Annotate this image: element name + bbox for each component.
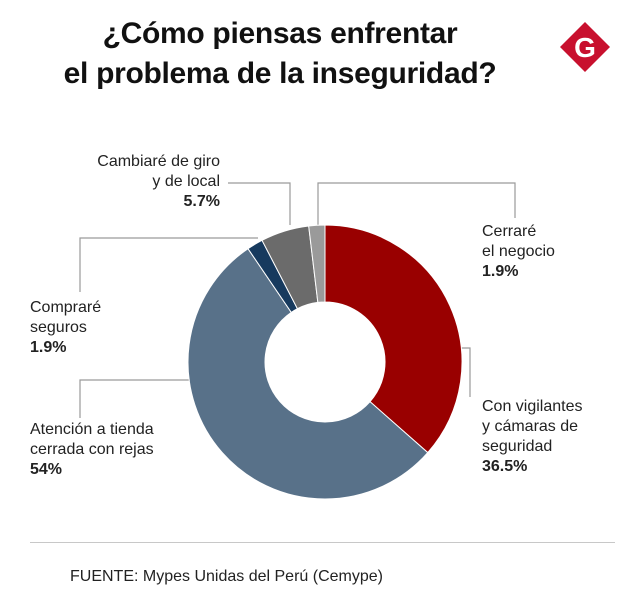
label-vigilantes-line3: seguridad bbox=[482, 438, 553, 455]
leader-lines bbox=[79, 182, 516, 418]
label-seguros-pct: 1.9% bbox=[30, 339, 67, 356]
label-atencion-line1: Atención a tienda bbox=[30, 421, 154, 438]
slice-cerrare bbox=[308, 224, 326, 303]
label-giro-pct: 5.7% bbox=[183, 193, 220, 210]
label-cerrare-pct: 1.9% bbox=[482, 263, 519, 280]
label-giro-line2: y de local bbox=[152, 173, 220, 190]
leader-atencion bbox=[79, 379, 210, 418]
label-vigilantes-pct: 36.5% bbox=[482, 458, 528, 475]
slice-atencion bbox=[187, 247, 429, 500]
donut-chart bbox=[79, 182, 516, 500]
leader-giro bbox=[228, 182, 291, 225]
logo-letter: G bbox=[574, 32, 596, 63]
leader-seguros bbox=[79, 237, 258, 292]
donut-slices bbox=[187, 224, 463, 500]
label-seguros-line1: Compraré bbox=[30, 299, 102, 316]
label-cerrare-line2: el negocio bbox=[482, 243, 555, 260]
label-vigilantes-line2: y cámaras de bbox=[482, 418, 579, 435]
brand-logo: G bbox=[560, 22, 610, 72]
title-line-2: el problema de la inseguridad? bbox=[63, 57, 497, 90]
leader-cerrare bbox=[317, 182, 516, 225]
title-line-1: ¿Cómo piensas enfrentar bbox=[102, 17, 458, 50]
footer-divider bbox=[30, 542, 615, 543]
label-seguros-line2: seguros bbox=[30, 319, 87, 336]
label-vigilantes-line1: Con vigilantes bbox=[482, 398, 583, 415]
label-atencion-pct: 54% bbox=[30, 461, 63, 478]
label-atencion: Atención a tienda cerrada con rejas 54% bbox=[30, 420, 154, 480]
label-giro: Cambiaré de giro y de local 5.7% bbox=[60, 152, 220, 212]
chart-title: ¿Cómo piensas enfrentar el problema de l… bbox=[30, 14, 530, 94]
label-cerrare-line1: Cerraré bbox=[482, 223, 537, 240]
label-vigilantes: Con vigilantes y cámaras de seguridad 36… bbox=[482, 397, 583, 477]
label-giro-line1: Cambiaré de giro bbox=[97, 153, 220, 170]
source-note: FUENTE: Mypes Unidas del Perú (Cemype) bbox=[70, 568, 383, 585]
slice-vigilantes bbox=[324, 224, 463, 454]
logo-diamond bbox=[560, 22, 610, 72]
label-atencion-line2: cerrada con rejas bbox=[30, 441, 154, 458]
label-cerrare: Cerraré el negocio 1.9% bbox=[482, 222, 555, 282]
label-seguros: Compraré seguros 1.9% bbox=[30, 298, 101, 358]
